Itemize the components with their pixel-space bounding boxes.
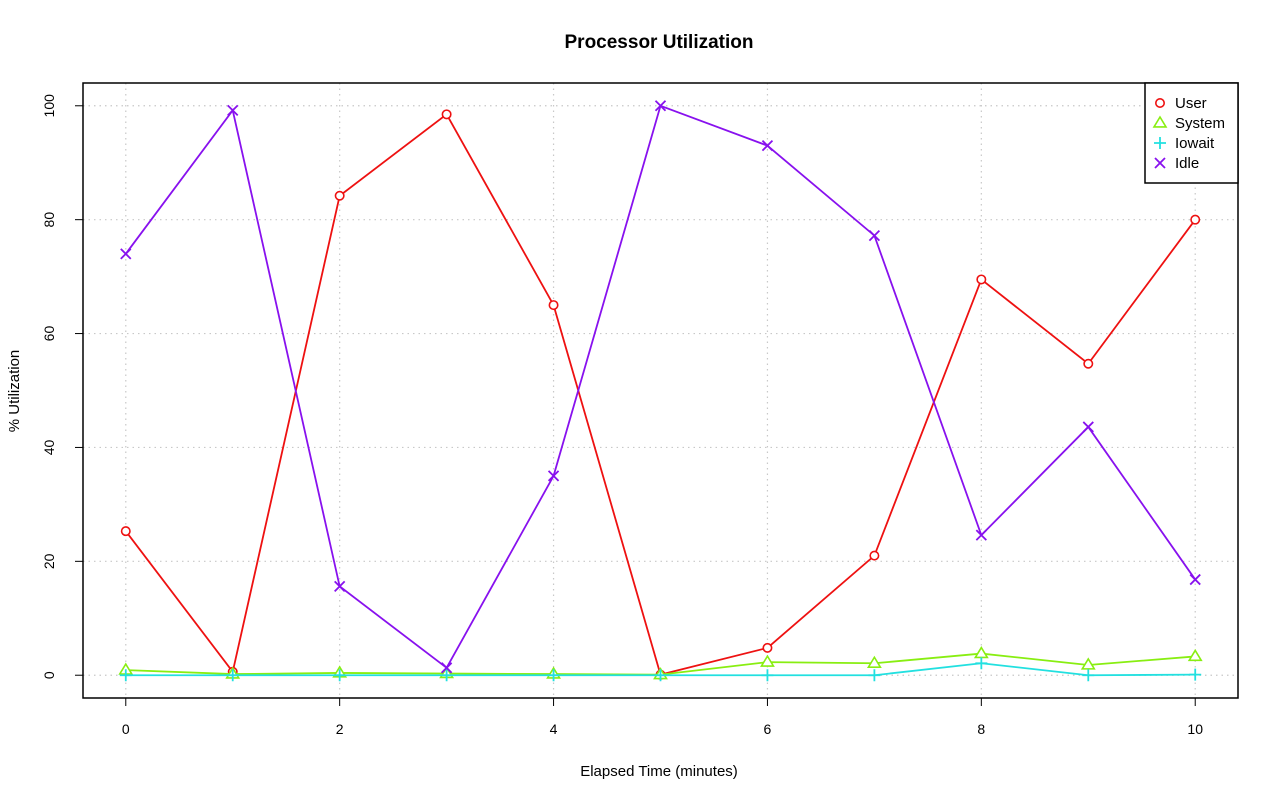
- data-point-idle: [547, 470, 560, 482]
- data-point-idle: [761, 140, 774, 152]
- data-point-iowait: [761, 669, 774, 682]
- data-point-iowait: [547, 669, 560, 682]
- data-point-iowait: [440, 669, 453, 682]
- y-axis-label: % Utilization: [6, 350, 23, 433]
- data-point-idle: [868, 229, 881, 242]
- legend-item-idle: Idle: [1154, 155, 1199, 172]
- data-point-user: [869, 550, 880, 561]
- legend: User System Iowait Idle: [1144, 82, 1239, 184]
- data-point-user: [120, 526, 131, 537]
- data-point-user: [976, 274, 987, 285]
- series-layer: [118, 100, 1203, 682]
- legend-label-idle: Idle: [1175, 155, 1199, 172]
- data-point-idle: [440, 662, 453, 674]
- data-point-iowait: [333, 669, 346, 682]
- legend-label-system: System: [1175, 115, 1225, 132]
- y-tick-label: 20: [41, 553, 57, 569]
- x-tick-label: 4: [550, 721, 558, 737]
- legend-item-user: User: [1155, 95, 1207, 112]
- data-point-system: [1080, 657, 1096, 670]
- legend-marker-user: [1155, 98, 1166, 109]
- plot-frame: [82, 82, 1239, 699]
- series-user: [120, 109, 1201, 680]
- legend-marker-system: [1152, 115, 1168, 128]
- data-point-user: [1083, 358, 1094, 369]
- data-point-system: [760, 654, 775, 667]
- data-point-system: [1187, 648, 1203, 662]
- data-point-iowait: [226, 669, 239, 682]
- data-point-system: [973, 646, 989, 659]
- series-line-user: [125, 112, 1196, 676]
- data-point-system: [866, 655, 882, 668]
- y-tick-label: 80: [41, 212, 57, 228]
- data-point-user: [762, 642, 773, 653]
- data-point-idle: [334, 580, 346, 593]
- legend-marker-idle: [1154, 157, 1166, 169]
- y-tick-label: 0: [41, 671, 57, 679]
- x-tick-label: 8: [977, 721, 985, 737]
- legend-item-system: System: [1152, 115, 1225, 132]
- grid: [83, 83, 1238, 698]
- series-idle: [120, 100, 1201, 674]
- chart-title: Processor Utilization: [565, 32, 754, 53]
- x-tick-label: 2: [336, 721, 344, 737]
- y-tick-label: 60: [41, 326, 57, 342]
- series-line-idle: [125, 104, 1196, 670]
- data-point-iowait: [119, 669, 132, 682]
- data-point-idle: [654, 100, 667, 112]
- data-point-user: [1190, 214, 1201, 225]
- legend-marker-iowait: [1154, 137, 1166, 149]
- legend-label-user: User: [1175, 95, 1207, 112]
- data-point-idle: [1189, 573, 1201, 586]
- data-point-user: [548, 300, 559, 311]
- data-point-user: [334, 190, 345, 201]
- data-point-iowait: [1189, 668, 1202, 681]
- data-point-iowait: [654, 669, 667, 682]
- x-tick-label: 6: [764, 721, 772, 737]
- x-tick-label: 0: [122, 721, 130, 737]
- data-point-idle: [975, 529, 987, 541]
- y-tick-label: 40: [41, 439, 57, 455]
- data-point-idle: [120, 248, 132, 260]
- data-point-idle: [1082, 421, 1094, 433]
- legend-item-iowait: Iowait: [1154, 135, 1215, 152]
- y-tick-label: 100: [41, 94, 57, 118]
- legend-label-iowait: Iowait: [1175, 135, 1215, 152]
- x-axis-label: Elapsed Time (minutes): [580, 763, 738, 780]
- data-point-iowait: [1082, 669, 1095, 682]
- data-point-iowait: [868, 669, 881, 682]
- data-point-user: [441, 109, 452, 120]
- data-point-idle: [227, 104, 239, 116]
- series-iowait: [119, 657, 1202, 682]
- data-point-iowait: [975, 657, 988, 670]
- x-tick-label: 10: [1187, 721, 1203, 737]
